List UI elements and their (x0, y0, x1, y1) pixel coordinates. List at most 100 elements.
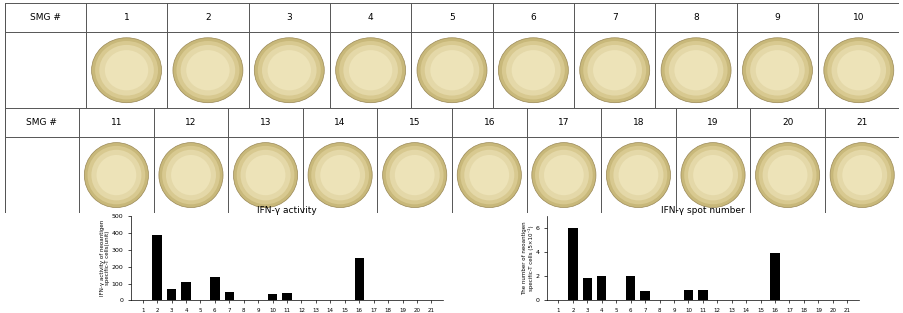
Text: 19: 19 (706, 118, 718, 127)
Ellipse shape (469, 155, 508, 195)
Y-axis label: The number of neoantigen
specific-T cells (5×10⁻²): The number of neoantigen specific-T cell… (521, 221, 534, 295)
Ellipse shape (693, 155, 732, 195)
Ellipse shape (171, 155, 210, 195)
Ellipse shape (172, 38, 243, 103)
Ellipse shape (831, 45, 885, 95)
Ellipse shape (836, 50, 880, 90)
Text: 5: 5 (449, 13, 454, 22)
Text: 17: 17 (557, 118, 569, 127)
Bar (209, 277, 219, 300)
Ellipse shape (315, 150, 365, 200)
Ellipse shape (349, 50, 392, 90)
Ellipse shape (91, 150, 141, 200)
Ellipse shape (592, 50, 636, 90)
Ellipse shape (618, 155, 657, 195)
Ellipse shape (91, 38, 162, 103)
Ellipse shape (335, 38, 405, 103)
Ellipse shape (181, 45, 235, 95)
Bar (639, 291, 649, 300)
Ellipse shape (511, 50, 554, 90)
Ellipse shape (457, 143, 521, 208)
Ellipse shape (176, 41, 239, 100)
Ellipse shape (343, 45, 397, 95)
Ellipse shape (836, 150, 886, 200)
Ellipse shape (579, 38, 649, 103)
Bar (354, 258, 364, 300)
Ellipse shape (664, 41, 727, 100)
Text: 12: 12 (185, 118, 197, 127)
Ellipse shape (386, 146, 443, 204)
Ellipse shape (237, 146, 294, 204)
Ellipse shape (538, 150, 588, 200)
Bar (683, 290, 693, 300)
Ellipse shape (99, 45, 154, 95)
Ellipse shape (262, 45, 316, 95)
Ellipse shape (823, 38, 893, 103)
Ellipse shape (311, 146, 368, 204)
Text: SMG #: SMG # (26, 118, 57, 127)
Text: 18: 18 (632, 118, 644, 127)
Ellipse shape (339, 41, 402, 100)
Ellipse shape (762, 150, 812, 200)
Ellipse shape (506, 45, 560, 95)
Ellipse shape (660, 38, 731, 103)
Ellipse shape (613, 150, 663, 200)
Ellipse shape (829, 143, 893, 208)
Ellipse shape (826, 41, 889, 100)
Ellipse shape (745, 41, 808, 100)
Ellipse shape (767, 155, 806, 195)
Ellipse shape (582, 41, 646, 100)
Ellipse shape (166, 150, 216, 200)
Ellipse shape (308, 143, 372, 208)
Text: 8: 8 (693, 13, 698, 22)
Ellipse shape (105, 50, 148, 90)
Ellipse shape (416, 38, 487, 103)
Ellipse shape (246, 155, 285, 195)
Text: 1: 1 (124, 13, 129, 22)
Bar (167, 289, 176, 300)
Bar (182, 282, 191, 300)
Ellipse shape (186, 50, 229, 90)
Text: 11: 11 (110, 118, 122, 127)
Title: IFN-γ activity: IFN-γ activity (256, 206, 317, 215)
Ellipse shape (531, 143, 595, 208)
Ellipse shape (535, 146, 592, 204)
Ellipse shape (88, 146, 145, 204)
Ellipse shape (741, 38, 812, 103)
Ellipse shape (544, 155, 583, 195)
Ellipse shape (395, 155, 434, 195)
Ellipse shape (267, 50, 311, 90)
Ellipse shape (842, 155, 881, 195)
Title: IFN-γ spot number: IFN-γ spot number (660, 206, 744, 215)
Bar (267, 294, 277, 300)
Text: 14: 14 (334, 118, 346, 127)
Bar (224, 292, 234, 300)
Text: 7: 7 (611, 13, 617, 22)
Ellipse shape (587, 45, 641, 95)
Ellipse shape (833, 146, 890, 204)
Ellipse shape (758, 146, 815, 204)
Bar (769, 254, 779, 300)
Text: 10: 10 (852, 13, 863, 22)
Text: SMG #: SMG # (30, 13, 61, 22)
Ellipse shape (162, 146, 219, 204)
Text: 2: 2 (205, 13, 210, 22)
Bar (597, 276, 606, 300)
Ellipse shape (749, 45, 804, 95)
Ellipse shape (95, 41, 158, 100)
Ellipse shape (687, 150, 737, 200)
Text: 4: 4 (368, 13, 373, 22)
Text: 13: 13 (259, 118, 271, 127)
Ellipse shape (464, 150, 514, 200)
Ellipse shape (320, 155, 359, 195)
Y-axis label: IFN-γ activity of neoantigen
specific-T cells(unit): IFN-γ activity of neoantigen specific-T … (99, 220, 110, 296)
Bar (568, 228, 577, 300)
Ellipse shape (755, 50, 798, 90)
Ellipse shape (97, 155, 136, 195)
Ellipse shape (389, 150, 439, 200)
Text: 9: 9 (774, 13, 779, 22)
Bar (153, 234, 162, 300)
Bar (697, 290, 707, 300)
Bar (582, 278, 591, 300)
Text: 21: 21 (855, 118, 867, 127)
